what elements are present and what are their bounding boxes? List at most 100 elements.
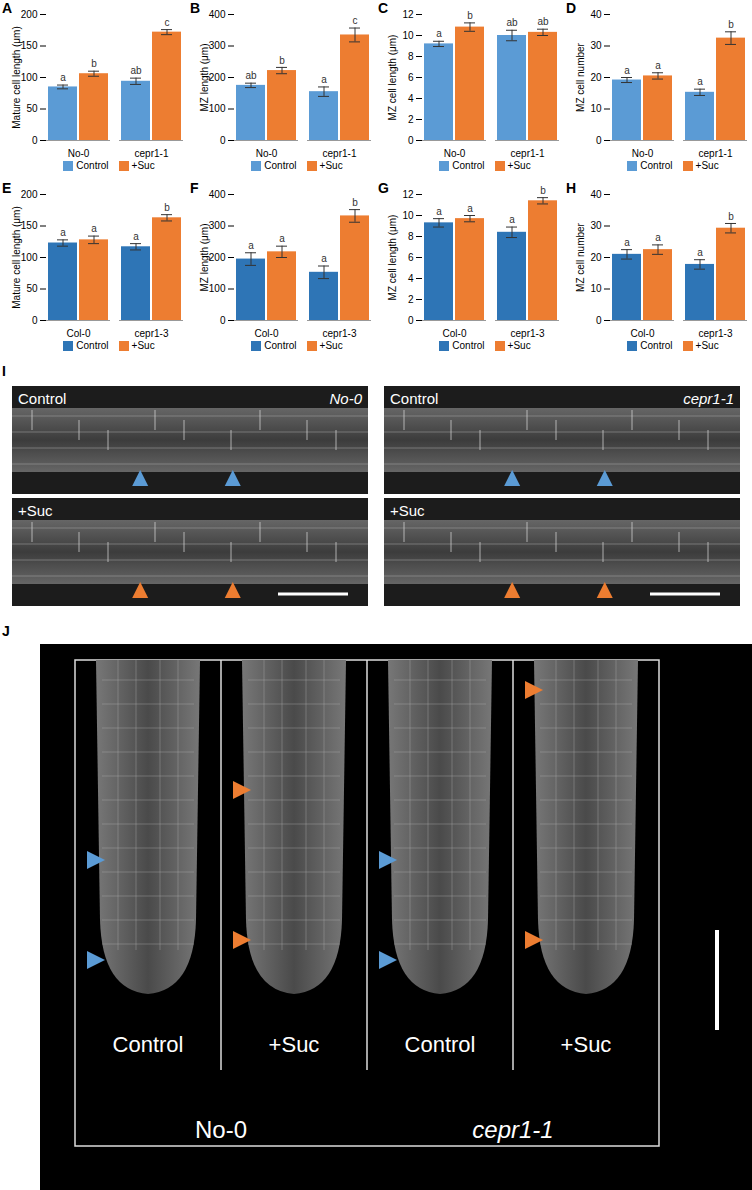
svg-text:a: a: [60, 227, 66, 238]
svg-text:Control: Control: [405, 1032, 476, 1057]
svg-text:Control: Control: [390, 390, 438, 407]
svg-text:200: 200: [209, 72, 226, 83]
svg-text:ab: ab: [245, 70, 257, 81]
svg-text:ab: ab: [537, 16, 549, 27]
svg-text:0: 0: [596, 135, 602, 146]
svg-text:J: J: [2, 623, 10, 639]
svg-text:a: a: [655, 60, 661, 71]
svg-text:No-0: No-0: [444, 148, 466, 159]
svg-text:b: b: [728, 211, 734, 222]
svg-text:8: 8: [408, 51, 414, 62]
svg-text:12: 12: [402, 189, 414, 200]
svg-text:Col-0: Col-0: [67, 328, 91, 339]
svg-text:Col-0: Col-0: [255, 328, 279, 339]
svg-text:+Suc: +Suc: [18, 502, 53, 519]
svg-text:b: b: [728, 19, 734, 30]
svg-text:cepr1-1: cepr1-1: [323, 148, 357, 159]
svg-text:ab: ab: [506, 17, 518, 28]
svg-text:200: 200: [21, 9, 38, 20]
svg-text:MZ length (μm): MZ length (μm): [199, 44, 210, 112]
svg-text:a: a: [436, 28, 442, 39]
svg-text:2: 2: [408, 294, 414, 305]
svg-text:8: 8: [408, 231, 414, 242]
svg-text:a: a: [133, 231, 139, 242]
svg-text:MZ cell length (μm): MZ cell length (μm): [387, 215, 398, 301]
svg-text:cepr1-1: cepr1-1: [699, 148, 733, 159]
svg-text:b: b: [164, 202, 170, 213]
svg-text:a: a: [60, 72, 66, 83]
svg-text:50: 50: [26, 283, 38, 294]
svg-text:400: 400: [209, 189, 226, 200]
svg-text:a: a: [655, 232, 661, 243]
svg-text:a: a: [321, 253, 327, 264]
svg-text:a: a: [697, 247, 703, 258]
svg-text:+Suc: +Suc: [269, 1032, 320, 1057]
svg-text:a: a: [321, 74, 327, 85]
svg-text:MZ cell length (μm): MZ cell length (μm): [387, 35, 398, 121]
svg-text:ab: ab: [130, 65, 142, 76]
svg-text:400: 400: [209, 9, 226, 20]
svg-text:Mature cell length (μm): Mature cell length (μm): [11, 26, 22, 128]
svg-text:c: c: [353, 15, 358, 26]
svg-text:a: a: [509, 214, 515, 225]
svg-text:6: 6: [408, 252, 414, 263]
svg-text:b: b: [467, 10, 473, 21]
svg-text:No-0: No-0: [256, 148, 278, 159]
svg-text:0: 0: [220, 135, 226, 146]
svg-text:4: 4: [408, 93, 414, 104]
svg-text:No-0: No-0: [195, 1116, 247, 1143]
svg-text:0: 0: [596, 315, 602, 326]
svg-text:40: 40: [590, 9, 602, 20]
svg-text:I: I: [2, 363, 6, 379]
svg-text:MZ cell number: MZ cell number: [575, 222, 586, 292]
svg-text:0: 0: [32, 315, 38, 326]
svg-text:+Suc: +Suc: [390, 502, 425, 519]
svg-text:No-0: No-0: [329, 390, 362, 407]
svg-text:100: 100: [209, 283, 226, 294]
svg-text:50: 50: [26, 103, 38, 114]
svg-text:100: 100: [21, 72, 38, 83]
svg-text:cepr1-3: cepr1-3: [135, 328, 169, 339]
svg-text:Col-0: Col-0: [443, 328, 467, 339]
svg-text:150: 150: [21, 220, 38, 231]
svg-text:30: 30: [590, 40, 602, 51]
svg-text:b: b: [540, 185, 546, 196]
svg-text:No-0: No-0: [68, 148, 90, 159]
svg-text:10: 10: [590, 283, 602, 294]
svg-text:b: b: [91, 58, 97, 69]
svg-text:a: a: [624, 237, 630, 248]
svg-text:a: a: [279, 233, 285, 244]
svg-text:300: 300: [209, 220, 226, 231]
svg-text:0: 0: [408, 135, 414, 146]
svg-text:Control: Control: [113, 1032, 184, 1057]
svg-text:a: a: [436, 206, 442, 217]
svg-text:10: 10: [402, 210, 414, 221]
svg-text:0: 0: [220, 315, 226, 326]
svg-text:150: 150: [21, 40, 38, 51]
svg-text:0: 0: [408, 315, 414, 326]
svg-text:Control: Control: [18, 390, 66, 407]
svg-text:200: 200: [209, 252, 226, 263]
svg-text:MZ cell number: MZ cell number: [575, 42, 586, 112]
svg-text:20: 20: [590, 252, 602, 263]
svg-text:200: 200: [21, 189, 38, 200]
svg-text:a: a: [467, 203, 473, 214]
svg-text:2: 2: [408, 114, 414, 125]
svg-text:cepr1-3: cepr1-3: [323, 328, 357, 339]
svg-text:a: a: [248, 240, 254, 251]
svg-text:b: b: [352, 197, 358, 208]
svg-text:+Suc: +Suc: [561, 1032, 612, 1057]
svg-text:c: c: [165, 17, 170, 28]
svg-text:4: 4: [408, 273, 414, 284]
svg-text:MZ length (μm): MZ length (μm): [199, 224, 210, 292]
svg-text:cepr1-1: cepr1-1: [135, 148, 169, 159]
svg-text:6: 6: [408, 72, 414, 83]
svg-text:a: a: [697, 76, 703, 87]
svg-text:40: 40: [590, 189, 602, 200]
svg-text:100: 100: [209, 103, 226, 114]
svg-text:30: 30: [590, 220, 602, 231]
svg-text:cepr1-1: cepr1-1: [472, 1116, 553, 1143]
svg-text:20: 20: [590, 72, 602, 83]
svg-text:a: a: [91, 223, 97, 234]
svg-text:cepr1-3: cepr1-3: [511, 328, 545, 339]
